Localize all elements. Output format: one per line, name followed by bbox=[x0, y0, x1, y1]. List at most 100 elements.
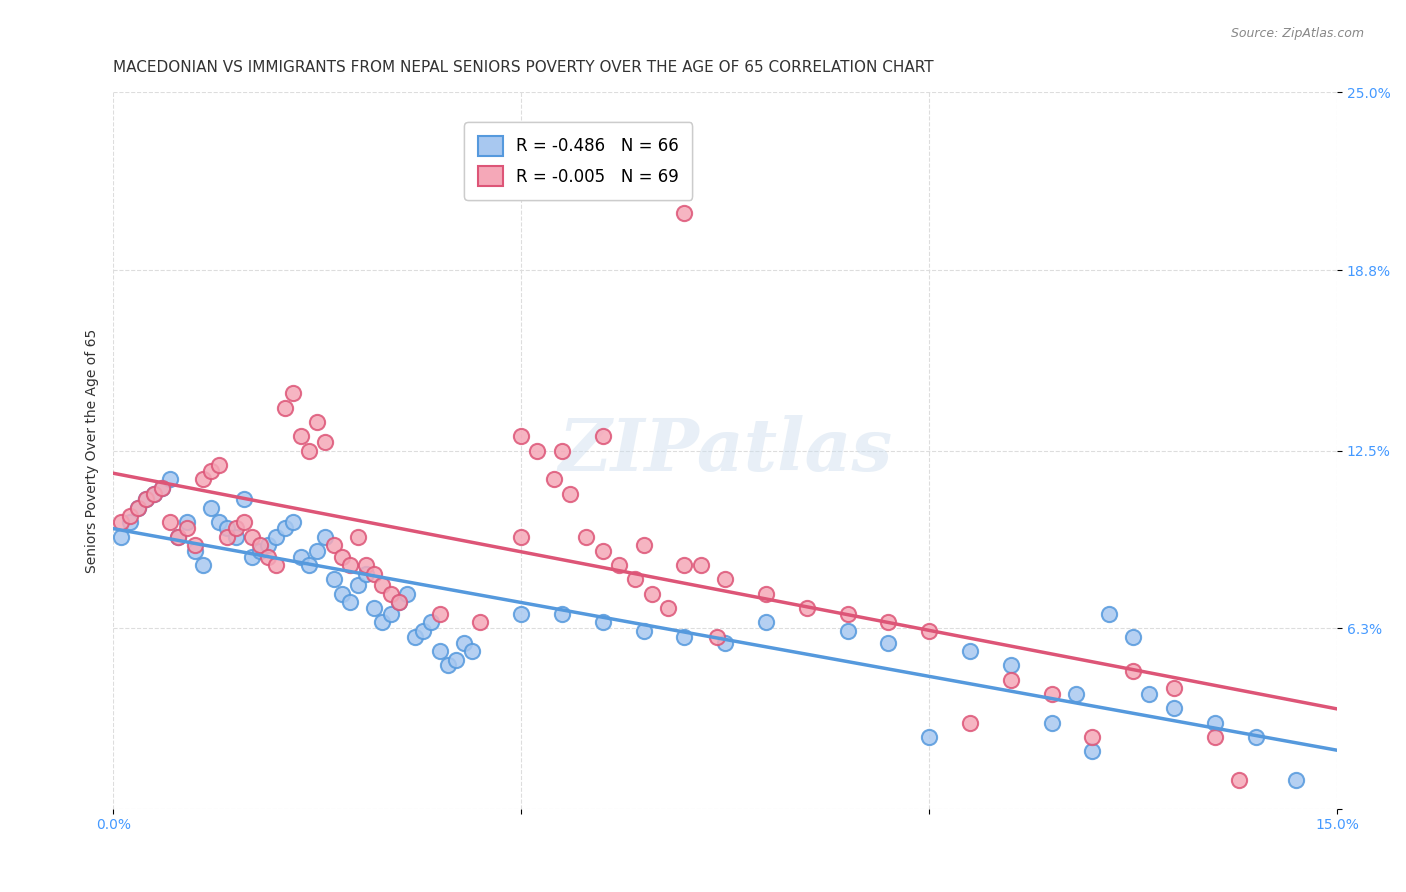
Point bbox=[240, 529, 263, 543]
Point bbox=[1227, 772, 1250, 787]
Point bbox=[298, 443, 321, 458]
Point bbox=[592, 429, 614, 443]
Point bbox=[225, 529, 247, 543]
Text: Source: ZipAtlas.com: Source: ZipAtlas.com bbox=[1230, 27, 1364, 40]
Point bbox=[232, 492, 254, 507]
Point bbox=[159, 515, 181, 529]
Point bbox=[1285, 772, 1308, 787]
Point bbox=[1163, 701, 1185, 715]
Point bbox=[184, 538, 207, 552]
Point bbox=[281, 515, 304, 529]
Point bbox=[273, 401, 295, 415]
Point bbox=[232, 515, 254, 529]
Point bbox=[371, 578, 394, 592]
Point bbox=[127, 500, 149, 515]
Point bbox=[330, 549, 353, 564]
Point bbox=[429, 607, 451, 621]
Point bbox=[167, 529, 190, 543]
Point bbox=[217, 521, 239, 535]
Point bbox=[150, 481, 173, 495]
Point bbox=[395, 587, 418, 601]
Point bbox=[135, 492, 157, 507]
Point bbox=[143, 486, 166, 500]
Point bbox=[380, 607, 402, 621]
Point bbox=[191, 558, 214, 573]
Point bbox=[307, 415, 329, 429]
Point bbox=[607, 558, 630, 573]
Point bbox=[1040, 687, 1063, 701]
Legend: R = -0.486   N = 66, R = -0.005   N = 69: R = -0.486 N = 66, R = -0.005 N = 69 bbox=[464, 122, 692, 200]
Point bbox=[560, 486, 582, 500]
Point bbox=[510, 607, 533, 621]
Point bbox=[510, 429, 533, 443]
Point bbox=[380, 587, 402, 601]
Point bbox=[1139, 687, 1161, 701]
Point bbox=[551, 607, 574, 621]
Point bbox=[167, 529, 190, 543]
Y-axis label: Seniors Poverty Over the Age of 65: Seniors Poverty Over the Age of 65 bbox=[86, 328, 100, 573]
Point bbox=[543, 472, 565, 486]
Point bbox=[217, 529, 239, 543]
Point bbox=[110, 515, 132, 529]
Point bbox=[1244, 730, 1267, 744]
Point bbox=[420, 615, 443, 630]
Point bbox=[877, 615, 900, 630]
Point bbox=[290, 429, 312, 443]
Point bbox=[526, 443, 548, 458]
Point bbox=[755, 615, 778, 630]
Point bbox=[110, 529, 132, 543]
Point bbox=[436, 658, 458, 673]
Point bbox=[257, 538, 280, 552]
Point bbox=[191, 472, 214, 486]
Point bbox=[673, 630, 696, 644]
Point bbox=[412, 624, 434, 638]
Point bbox=[298, 558, 321, 573]
Point bbox=[1081, 730, 1104, 744]
Point bbox=[510, 529, 533, 543]
Point bbox=[959, 715, 981, 730]
Point bbox=[176, 515, 198, 529]
Point bbox=[184, 544, 207, 558]
Point bbox=[1204, 730, 1226, 744]
Point bbox=[127, 500, 149, 515]
Point bbox=[371, 615, 394, 630]
Point bbox=[339, 558, 361, 573]
Point bbox=[388, 595, 411, 609]
Point bbox=[461, 644, 484, 658]
Point bbox=[1122, 630, 1144, 644]
Point bbox=[877, 635, 900, 649]
Point bbox=[354, 566, 377, 581]
Point bbox=[143, 486, 166, 500]
Point bbox=[347, 578, 370, 592]
Point bbox=[1098, 607, 1121, 621]
Point bbox=[470, 615, 492, 630]
Point bbox=[330, 587, 353, 601]
Point bbox=[339, 595, 361, 609]
Point bbox=[307, 544, 329, 558]
Point bbox=[314, 529, 336, 543]
Text: ZIPatlas: ZIPatlas bbox=[558, 415, 893, 486]
Point bbox=[322, 573, 344, 587]
Point bbox=[453, 635, 475, 649]
Point bbox=[404, 630, 426, 644]
Point bbox=[641, 587, 664, 601]
Point bbox=[290, 549, 312, 564]
Point bbox=[959, 644, 981, 658]
Point bbox=[1204, 715, 1226, 730]
Point bbox=[1163, 681, 1185, 696]
Point bbox=[200, 500, 222, 515]
Point bbox=[444, 653, 467, 667]
Point bbox=[796, 601, 818, 615]
Point bbox=[176, 521, 198, 535]
Point bbox=[673, 206, 696, 220]
Point bbox=[200, 464, 222, 478]
Point bbox=[281, 386, 304, 401]
Point bbox=[673, 558, 696, 573]
Point bbox=[347, 529, 370, 543]
Point bbox=[208, 458, 231, 472]
Point bbox=[575, 529, 598, 543]
Point bbox=[755, 587, 778, 601]
Point bbox=[363, 566, 385, 581]
Point bbox=[208, 515, 231, 529]
Text: MACEDONIAN VS IMMIGRANTS FROM NEPAL SENIORS POVERTY OVER THE AGE OF 65 CORRELATI: MACEDONIAN VS IMMIGRANTS FROM NEPAL SENI… bbox=[114, 60, 934, 75]
